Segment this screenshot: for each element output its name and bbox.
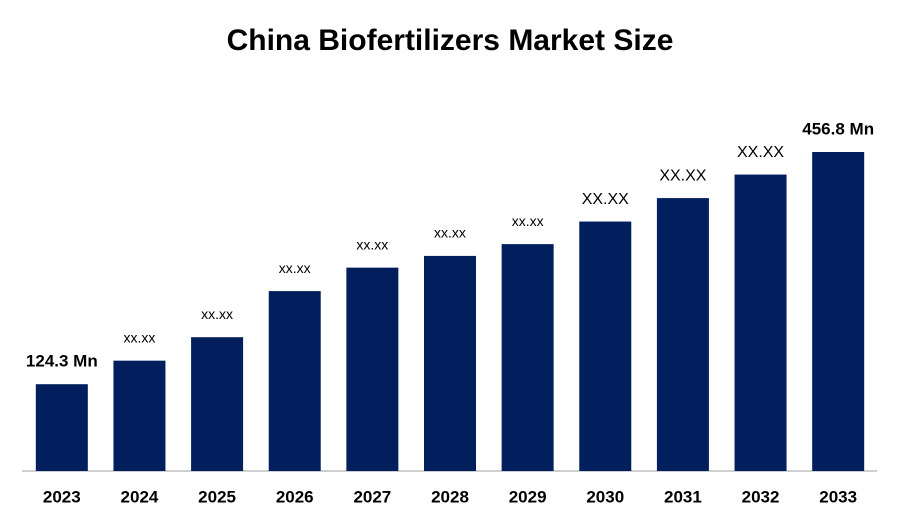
- bar: [35, 384, 88, 471]
- value-label: xx.xx: [124, 329, 156, 345]
- chart-title: China Biofertilizers Market Size: [227, 24, 674, 57]
- x-tick-label: 2023: [43, 487, 81, 506]
- bar: [113, 360, 166, 471]
- x-tick-label: 2026: [276, 487, 314, 506]
- bar: [812, 152, 865, 471]
- bar: [268, 291, 321, 471]
- bar: [191, 337, 244, 471]
- x-tick-label: 2025: [198, 487, 236, 506]
- value-label: xx.xx: [512, 213, 544, 229]
- value-label: 456.8 Mn: [802, 119, 874, 138]
- x-tick-label: 2027: [353, 487, 391, 506]
- value-label: xx.xx: [434, 225, 466, 241]
- bar: [579, 221, 632, 471]
- value-label: xx.xx: [279, 260, 311, 276]
- x-tick-label: 2031: [664, 487, 702, 506]
- value-label: XX.XX: [582, 191, 629, 208]
- value-label: XX.XX: [659, 167, 706, 184]
- value-label: xx.xx: [356, 236, 388, 252]
- bar: [346, 267, 399, 471]
- bar: [424, 255, 476, 471]
- bar: [734, 174, 787, 471]
- value-label: 124.3 Mn: [26, 352, 98, 371]
- x-tick-label: 2024: [121, 487, 159, 506]
- x-tick-label: 2033: [819, 487, 857, 506]
- bar: [656, 198, 709, 471]
- bar: [501, 244, 554, 471]
- x-tick-label: 2029: [509, 487, 547, 506]
- x-tick-label: 2032: [742, 487, 780, 506]
- value-label: xx.xx: [201, 306, 233, 322]
- value-label: XX.XX: [737, 144, 784, 161]
- x-tick-label: 2030: [586, 487, 624, 506]
- x-tick-label: 2028: [431, 487, 469, 506]
